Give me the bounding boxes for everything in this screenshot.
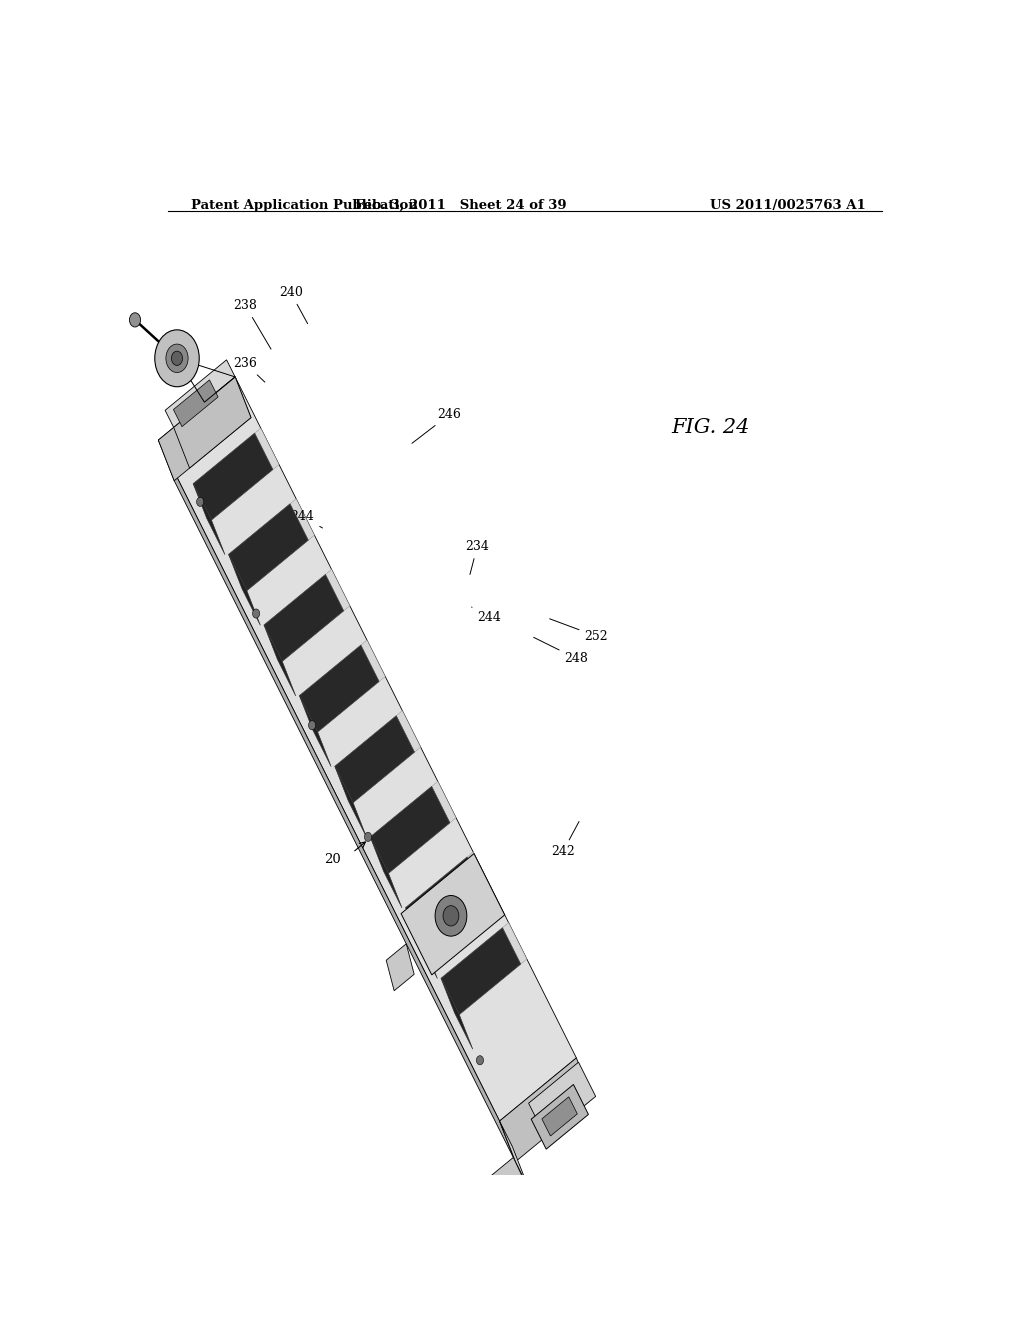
Polygon shape (326, 569, 350, 611)
Text: 240: 240 (279, 286, 307, 323)
Circle shape (308, 721, 315, 730)
Polygon shape (528, 1063, 596, 1138)
Text: 20: 20 (325, 853, 341, 866)
Polygon shape (542, 1097, 578, 1137)
Polygon shape (386, 944, 414, 991)
Polygon shape (159, 378, 577, 1121)
Text: 246: 246 (412, 408, 462, 444)
Polygon shape (194, 483, 225, 554)
Text: 248: 248 (534, 638, 589, 665)
Circle shape (166, 345, 188, 372)
Polygon shape (174, 378, 251, 469)
Text: 244: 244 (472, 607, 501, 624)
Circle shape (476, 1056, 483, 1065)
Text: 234: 234 (465, 540, 489, 574)
Polygon shape (406, 857, 485, 944)
Polygon shape (335, 766, 367, 837)
Text: 244: 244 (291, 510, 323, 528)
Text: Feb. 3, 2011   Sheet 24 of 39: Feb. 3, 2011 Sheet 24 of 39 (355, 199, 567, 213)
Circle shape (129, 313, 140, 327)
Polygon shape (159, 378, 251, 480)
Circle shape (443, 906, 459, 927)
Circle shape (253, 609, 260, 618)
Text: 238: 238 (233, 300, 271, 348)
Polygon shape (371, 837, 402, 908)
Polygon shape (396, 710, 421, 752)
Polygon shape (228, 554, 260, 626)
Polygon shape (441, 978, 473, 1049)
Polygon shape (401, 854, 505, 975)
Polygon shape (228, 504, 308, 591)
Text: Patent Application Publication: Patent Application Publication (191, 199, 418, 213)
Circle shape (155, 330, 200, 387)
Polygon shape (489, 1158, 525, 1203)
Polygon shape (255, 428, 279, 470)
Polygon shape (371, 787, 450, 874)
Circle shape (421, 944, 428, 953)
Polygon shape (159, 440, 515, 1162)
Text: 236: 236 (233, 358, 265, 381)
Polygon shape (503, 923, 527, 964)
Polygon shape (467, 851, 492, 894)
Circle shape (171, 351, 182, 366)
Polygon shape (165, 360, 236, 428)
Circle shape (365, 833, 372, 841)
Polygon shape (500, 1121, 528, 1188)
Polygon shape (432, 781, 456, 822)
Circle shape (435, 895, 467, 936)
Circle shape (197, 498, 204, 507)
Text: 242: 242 (551, 821, 579, 858)
Polygon shape (299, 696, 331, 767)
Text: FIG. 24: FIG. 24 (672, 418, 750, 437)
Text: US 2011/0025763 A1: US 2011/0025763 A1 (711, 199, 866, 213)
Polygon shape (299, 645, 379, 733)
Polygon shape (173, 380, 218, 426)
Polygon shape (335, 715, 415, 803)
Text: 252: 252 (550, 619, 608, 643)
Polygon shape (194, 433, 272, 520)
Polygon shape (264, 574, 344, 661)
Polygon shape (264, 624, 296, 696)
Polygon shape (406, 908, 437, 978)
Polygon shape (531, 1085, 589, 1150)
Polygon shape (360, 640, 385, 681)
Polygon shape (441, 928, 521, 1015)
Polygon shape (290, 499, 314, 540)
Polygon shape (500, 1057, 592, 1162)
